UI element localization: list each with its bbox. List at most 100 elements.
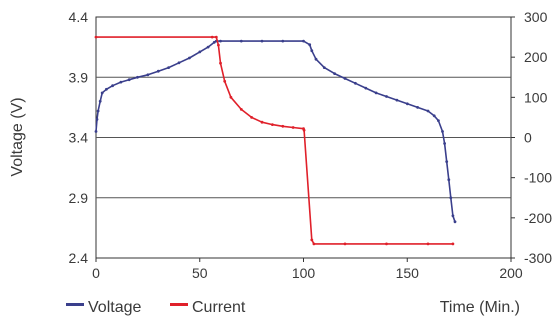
data-point-current: [291, 126, 295, 129]
data-point-current: [385, 242, 388, 246]
data-point-voltage: [354, 81, 357, 85]
data-point-voltage: [441, 130, 444, 133]
x-tick-label: 200: [499, 265, 523, 281]
data-point-current: [217, 43, 220, 47]
data-point-voltage: [445, 160, 449, 164]
data-point-voltage: [98, 99, 102, 103]
data-point-voltage: [167, 66, 171, 69]
data-point-current: [310, 238, 314, 242]
data-point-voltage: [364, 86, 368, 90]
data-point-voltage: [385, 95, 388, 98]
data-point-voltage: [95, 118, 99, 121]
data-point-voltage: [198, 50, 202, 54]
y-axis-ticks: 2.4 2.9 3.4 3.9 4.4: [69, 9, 89, 266]
data-point-current: [260, 120, 264, 124]
data-point-voltage: [437, 119, 440, 122]
data-point-voltage: [302, 39, 305, 43]
data-point-current: [250, 116, 254, 119]
x-tick-label: 150: [396, 265, 420, 281]
data-point-current: [451, 242, 455, 246]
x-axis-ticks: 0 50 100 150 200: [92, 258, 523, 281]
y2-tick-label: -300: [524, 250, 552, 266]
data-point-voltage: [310, 49, 314, 53]
legend-item-voltage: Voltage: [66, 299, 141, 316]
legend-swatch-voltage: [66, 303, 84, 306]
data-point-voltage: [136, 75, 139, 79]
data-point-voltage: [395, 98, 399, 102]
data-point-current: [302, 128, 306, 132]
data-point-current: [223, 79, 227, 83]
y-axis-title: Voltage (V): [9, 97, 26, 176]
data-point-voltage: [96, 109, 100, 113]
legend: Voltage Current: [66, 299, 246, 316]
data-point-voltage: [447, 178, 451, 182]
data-point-voltage: [343, 77, 347, 80]
x-tick-label: 0: [92, 265, 100, 281]
x-axis-title: Time (Min.): [440, 299, 520, 316]
data-point-current: [229, 95, 233, 99]
data-point-voltage: [206, 45, 210, 49]
data-point-current: [426, 242, 430, 246]
data-point-voltage: [449, 196, 453, 200]
data-point-voltage: [119, 80, 123, 84]
data-point-voltage: [451, 214, 455, 218]
data-point-voltage: [239, 39, 243, 43]
data-point-voltage: [188, 56, 191, 60]
data-point-voltage: [111, 84, 114, 88]
data-point-voltage: [100, 91, 104, 95]
y2-axis-ticks: -300 -200 -100 0 100 200 300: [511, 9, 552, 266]
grid-lines: [96, 76, 511, 199]
y2-tick-label: 300: [524, 9, 548, 25]
y2-tick-label: 200: [524, 49, 548, 65]
legend-swatch-current: [170, 303, 188, 306]
data-point-voltage: [405, 102, 409, 106]
y-tick-label: 3.9: [69, 69, 89, 85]
data-point-current: [281, 124, 285, 128]
y-tick-label: 3.4: [69, 130, 89, 146]
legend-label-current: Current: [192, 299, 246, 316]
data-point-current: [271, 123, 274, 126]
data-point-voltage: [314, 57, 318, 61]
y2-tick-label: -100: [524, 170, 552, 186]
data-point-current: [214, 35, 218, 39]
x-tick-label: 50: [192, 265, 208, 281]
data-point-voltage: [146, 73, 150, 77]
data-point-voltage: [374, 91, 378, 95]
data-point-voltage: [105, 87, 108, 91]
y2-tick-label: -200: [524, 210, 552, 226]
y-tick-label: 4.4: [69, 9, 89, 25]
data-point-current: [94, 35, 98, 39]
series-layer: [94, 35, 457, 246]
x-tick-label: 100: [292, 265, 316, 281]
y2-tick-label: 100: [524, 89, 548, 105]
y2-tick-label: 0: [524, 130, 532, 146]
data-point-voltage: [333, 72, 336, 75]
series-line-current: [96, 36, 453, 245]
data-point-voltage: [443, 142, 446, 145]
data-point-voltage: [177, 61, 181, 65]
data-point-voltage: [260, 39, 264, 43]
y-tick-label: 2.9: [69, 190, 89, 206]
data-point-current: [210, 35, 214, 39]
data-point-voltage: [308, 43, 312, 47]
series-line-voltage: [95, 40, 456, 223]
legend-item-current: Current: [170, 299, 246, 316]
data-point-voltage: [453, 220, 457, 224]
data-point-voltage: [322, 66, 326, 69]
data-point-voltage: [94, 130, 98, 133]
data-point-current: [312, 242, 316, 246]
data-point-voltage: [432, 114, 436, 118]
data-point-voltage: [426, 109, 430, 113]
data-point-current: [219, 61, 222, 65]
data-point-current: [343, 242, 347, 246]
plot-area: [94, 16, 512, 259]
legend-label-voltage: Voltage: [88, 299, 141, 316]
data-point-voltage: [219, 39, 222, 43]
data-point-voltage: [416, 106, 419, 109]
data-point-current: [239, 108, 243, 111]
data-point-voltage: [281, 39, 285, 43]
data-point-voltage: [156, 69, 160, 73]
data-point-voltage: [127, 78, 131, 82]
y-tick-label: 2.4: [69, 250, 89, 266]
